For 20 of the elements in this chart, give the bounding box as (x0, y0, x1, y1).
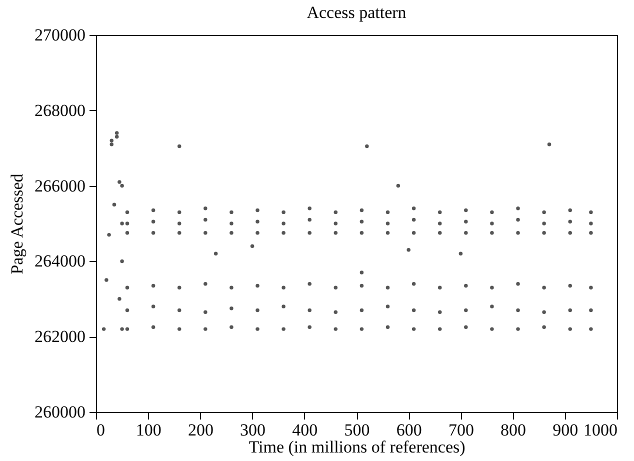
x-tick-label: 600 (396, 420, 422, 440)
x-tick-label: 500 (344, 420, 370, 440)
y-tick-label: 270000 (34, 26, 86, 44)
x-tick-label: 800 (500, 420, 526, 440)
x-tick-label: 700 (448, 420, 474, 440)
y-tick-label: 262000 (34, 327, 86, 346)
x-axis-title: Time (in millions of references) (248, 438, 466, 456)
x-tick-label: 900 (552, 420, 578, 440)
x-tick-label: 200 (188, 420, 214, 440)
chart-title: Access pattern (306, 3, 407, 22)
y-tick-label: 266000 (34, 176, 86, 196)
y-tick-label: 264000 (34, 252, 86, 271)
y-axis-title: Page Accessed (8, 173, 26, 274)
y-tick-label: 260000 (34, 402, 86, 422)
x-tick-label: 300 (240, 420, 266, 440)
x-tick-label: 100 (136, 420, 162, 440)
x-tick-label: 400 (292, 420, 318, 440)
x-tick-label: 1000 (584, 420, 618, 440)
x-tick-label: 0 (96, 420, 105, 440)
y-tick-label: 268000 (34, 100, 86, 120)
